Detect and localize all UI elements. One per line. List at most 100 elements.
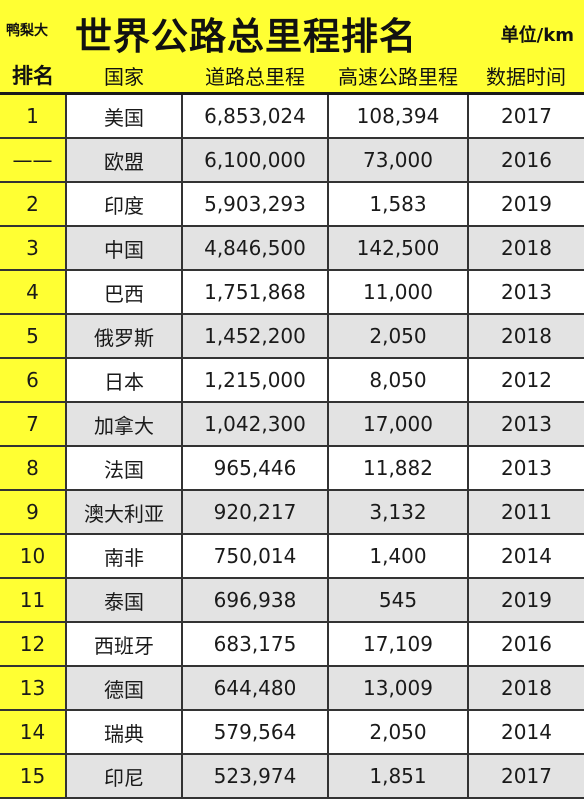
road-length-cell: 6,853,024 xyxy=(181,92,329,139)
highway-length-cell: 2,050 xyxy=(327,709,469,755)
road-length-cell: 965,446 xyxy=(181,445,329,491)
table-row: 6 日本 1,215,000 8,050 2012 xyxy=(0,357,584,403)
table-row: 3 中国 4,846,500 142,500 2018 xyxy=(0,225,584,271)
rank-cell: 12 xyxy=(0,621,67,667)
highway-length-cell: 1,583 xyxy=(327,181,469,227)
road-length-cell: 920,217 xyxy=(181,489,329,535)
country-cell: 南非 xyxy=(65,533,183,579)
data-year-cell: 2014 xyxy=(467,533,584,579)
country-cell: 巴西 xyxy=(65,269,183,315)
data-year-cell: 2016 xyxy=(467,137,584,183)
table-row: 13 德国 644,480 13,009 2018 xyxy=(0,665,584,711)
country-cell: 瑞典 xyxy=(65,709,183,755)
rank-cell: 3 xyxy=(0,225,67,271)
country-cell: 法国 xyxy=(65,445,183,491)
column-header-data-year: 数据时间 xyxy=(468,58,584,95)
highway-length-cell: 3,132 xyxy=(327,489,469,535)
highway-length-cell: 11,000 xyxy=(327,269,469,315)
table-row: 15 印尼 523,974 1,851 2017 xyxy=(0,753,584,799)
data-year-cell: 2011 xyxy=(467,489,584,535)
road-length-cell: 644,480 xyxy=(181,665,329,711)
column-header-country: 国家 xyxy=(66,58,182,95)
ranking-table: 排名 国家 道路总里程 高速公路里程 数据时间 1 美国 6,853,024 108,… xyxy=(0,58,584,799)
table-row: 9 澳大利亚 920,217 3,132 2011 xyxy=(0,489,584,535)
country-cell: 泰国 xyxy=(65,577,183,623)
road-length-cell: 683,175 xyxy=(181,621,329,667)
road-length-cell: 696,938 xyxy=(181,577,329,623)
highway-length-cell: 8,050 xyxy=(327,357,469,403)
data-year-cell: 2019 xyxy=(467,181,584,227)
table-row: 8 法国 965,446 11,882 2013 xyxy=(0,445,584,491)
column-header-highway-length: 高速公路里程 xyxy=(328,58,468,95)
highway-length-cell: 142,500 xyxy=(327,225,469,271)
highway-length-cell: 17,000 xyxy=(327,401,469,447)
rank-cell: 6 xyxy=(0,357,67,403)
country-cell: 日本 xyxy=(65,357,183,403)
country-cell: 德国 xyxy=(65,665,183,711)
table-row: 1 美国 6,853,024 108,394 2017 xyxy=(0,92,584,139)
rank-cell: 8 xyxy=(0,445,67,491)
data-year-cell: 2016 xyxy=(467,621,584,667)
data-year-cell: 2013 xyxy=(467,401,584,447)
data-year-cell: 2017 xyxy=(467,753,584,799)
page-header: 鸭梨大 世界公路总里程排名 单位/km xyxy=(0,0,584,58)
rank-cell: 2 xyxy=(0,181,67,227)
rank-cell: —— xyxy=(0,137,67,183)
table-row: 4 巴西 1,751,868 11,000 2013 xyxy=(0,269,584,315)
rank-cell: 14 xyxy=(0,709,67,755)
country-cell: 澳大利亚 xyxy=(65,489,183,535)
highway-length-cell: 73,000 xyxy=(327,137,469,183)
column-header-rank: 排名 xyxy=(0,58,66,95)
unit-label: 单位/km xyxy=(500,25,574,46)
road-length-cell: 4,846,500 xyxy=(181,225,329,271)
data-year-cell: 2019 xyxy=(467,577,584,623)
highway-length-cell: 13,009 xyxy=(327,665,469,711)
data-year-cell: 2018 xyxy=(467,225,584,271)
rank-cell: 10 xyxy=(0,533,67,579)
road-length-cell: 1,215,000 xyxy=(181,357,329,403)
highway-length-cell: 108,394 xyxy=(327,92,469,139)
highway-length-cell: 2,050 xyxy=(327,313,469,359)
road-length-cell: 5,903,293 xyxy=(181,181,329,227)
road-length-cell: 1,751,868 xyxy=(181,269,329,315)
table-row: 2 印度 5,903,293 1,583 2019 xyxy=(0,181,584,227)
data-year-cell: 2012 xyxy=(467,357,584,403)
country-cell: 西班牙 xyxy=(65,621,183,667)
country-cell: 美国 xyxy=(65,92,183,139)
country-cell: 俄罗斯 xyxy=(65,313,183,359)
road-length-cell: 1,042,300 xyxy=(181,401,329,447)
rank-cell: 1 xyxy=(0,92,67,139)
rank-cell: 13 xyxy=(0,665,67,711)
rank-cell: 11 xyxy=(0,577,67,623)
road-length-cell: 6,100,000 xyxy=(181,137,329,183)
page-title: 世界公路总里程排名 xyxy=(75,15,417,58)
rank-cell: 7 xyxy=(0,401,67,447)
road-length-cell: 523,974 xyxy=(181,753,329,799)
highway-length-cell: 545 xyxy=(327,577,469,623)
table-row: 5 俄罗斯 1,452,200 2,050 2018 xyxy=(0,313,584,359)
table-row: 10 南非 750,014 1,400 2014 xyxy=(0,533,584,579)
highway-length-cell: 17,109 xyxy=(327,621,469,667)
highway-length-cell: 1,851 xyxy=(327,753,469,799)
data-year-cell: 2013 xyxy=(467,445,584,491)
column-header-road-length: 道路总里程 xyxy=(182,58,328,95)
country-cell: 印尼 xyxy=(65,753,183,799)
road-length-cell: 750,014 xyxy=(181,533,329,579)
table-row: 11 泰国 696,938 545 2019 xyxy=(0,577,584,623)
country-cell: 加拿大 xyxy=(65,401,183,447)
table-body: 1 美国 6,853,024 108,394 2017 —— 欧盟 6,100,000 73,0… xyxy=(0,92,584,799)
country-cell: 欧盟 xyxy=(65,137,183,183)
data-year-cell: 2017 xyxy=(467,92,584,139)
rank-cell: 15 xyxy=(0,753,67,799)
table-row: 12 西班牙 683,175 17,109 2016 xyxy=(0,621,584,667)
rank-cell: 4 xyxy=(0,269,67,315)
brand-label: 鸭梨大 xyxy=(6,23,48,39)
data-year-cell: 2018 xyxy=(467,313,584,359)
country-cell: 印度 xyxy=(65,181,183,227)
highway-length-cell: 11,882 xyxy=(327,445,469,491)
header-row: 排名 国家 道路总里程 高速公路里程 数据时间 xyxy=(0,58,584,95)
data-year-cell: 2014 xyxy=(467,709,584,755)
table-header: 排名 国家 道路总里程 高速公路里程 数据时间 xyxy=(0,58,584,95)
highway-length-cell: 1,400 xyxy=(327,533,469,579)
table-row: —— 欧盟 6,100,000 73,000 2016 xyxy=(0,137,584,183)
